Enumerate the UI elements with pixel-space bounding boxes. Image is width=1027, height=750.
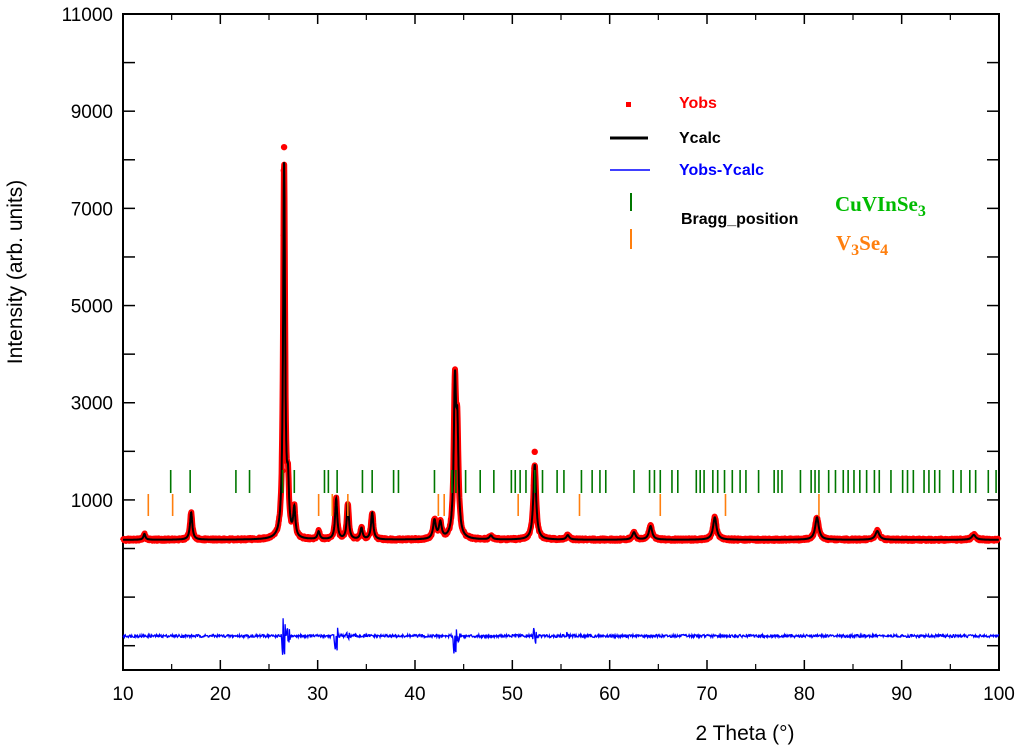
difference-series [122,618,1000,655]
legend-bragg-label: Bragg_position [681,211,798,228]
x-tick-label: 20 [210,684,231,705]
legend-diff-label: Yobs-Ycalc [679,162,764,179]
y-axis-ticks: 1000 3000 5000 7000 9000 11000 [62,5,999,647]
y-axis-title: Intensity (arb. units) [4,180,27,364]
legend-yobs-label: Yobs [679,95,717,112]
phase1-label-sub: 3 [918,203,926,220]
x-tick-label: 10 [112,684,133,705]
y-tick-label: 3000 [71,394,113,415]
phase2-label: V3Se4 [836,231,888,259]
legend: Yobs Ycalc Yobs-Ycalc Bragg_position CuV… [610,95,926,259]
y-tick-label: 7000 [71,199,113,220]
x-axis-title: 2 Theta (°) [695,722,794,745]
y-tick-label: 11000 [62,5,113,26]
x-axis-ticks: 10 20 30 40 50 60 70 80 90 100 [112,14,1015,705]
x-tick-label: 80 [794,684,815,705]
ycalc-series [123,162,999,541]
legend-ycalc-label: Ycalc [679,130,721,147]
x-tick-label: 70 [696,684,717,705]
x-tick-label: 30 [307,684,328,705]
x-tick-label: 100 [983,684,1015,705]
series-layer [120,143,1002,655]
y-tick-label: 5000 [71,297,113,318]
phase2-label-v: V [836,231,851,255]
legend-yobs-marker [626,102,631,107]
bragg-ticks-layer [147,470,997,516]
phase1-label: CuVInSe3 [835,192,926,220]
yobs-point [280,143,288,151]
phase2-label-sub2: 4 [880,242,888,259]
y-tick-label: 1000 [71,491,113,512]
plot-area-frame [122,13,1000,671]
x-tick-label: 60 [599,684,620,705]
phase2-label-sub1: 3 [851,242,859,259]
x-tick-label: 50 [502,684,523,705]
x-tick-label: 40 [404,684,425,705]
yobs-point [531,448,538,456]
phase1-label-main: CuVInSe [835,192,918,216]
phase2-label-se: Se [859,231,880,255]
y-tick-label: 9000 [71,102,113,123]
x-tick-label: 90 [891,684,912,705]
